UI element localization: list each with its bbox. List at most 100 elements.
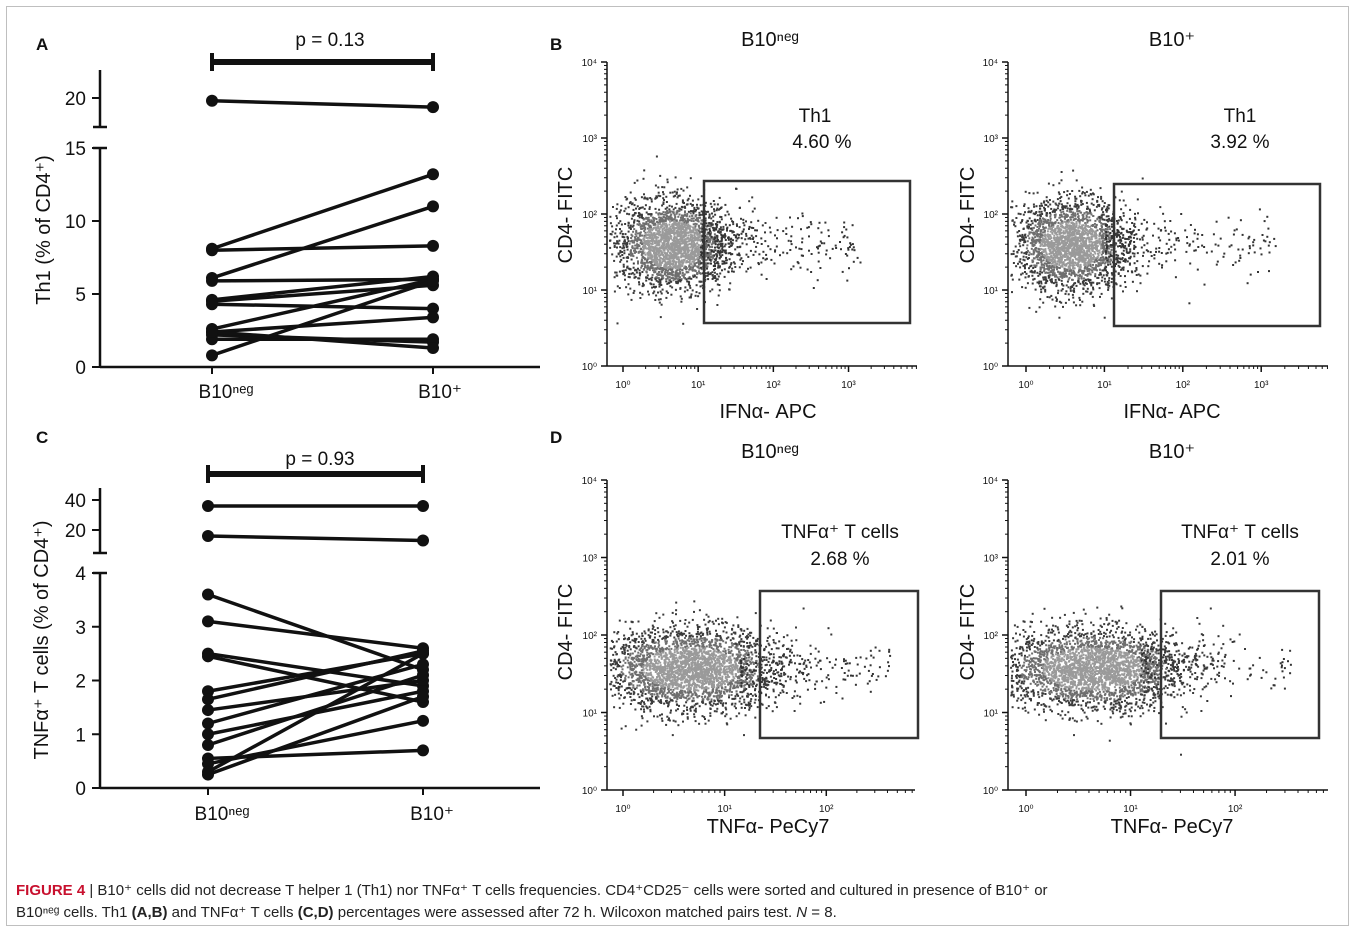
event-point [1051, 281, 1053, 284]
event-point [1041, 217, 1044, 220]
event-point [1084, 257, 1087, 260]
event-point [653, 290, 656, 293]
event-point [768, 226, 771, 229]
event-point [1053, 238, 1056, 241]
event-point [677, 256, 680, 259]
event-point [1020, 273, 1023, 276]
event-point [687, 253, 690, 256]
event-point [661, 204, 664, 207]
event-point [721, 260, 724, 263]
event-point [735, 239, 738, 242]
event-point [1085, 282, 1088, 285]
panel-a-pvalue: p = 0.13 [295, 30, 364, 51]
event-point [688, 219, 691, 222]
event-point [1098, 235, 1101, 238]
event-point [630, 217, 633, 220]
event-point [677, 264, 680, 267]
event-point [1103, 241, 1106, 244]
event-point [1097, 241, 1100, 244]
event-point [646, 260, 648, 262]
event-point [1133, 234, 1136, 236]
event-point [673, 251, 676, 254]
event-point [649, 242, 652, 245]
event-point [712, 226, 714, 229]
event-point [1091, 225, 1094, 227]
event-point [1021, 272, 1024, 275]
event-point [1139, 282, 1142, 285]
event-point [681, 254, 684, 257]
event-point [672, 258, 675, 260]
event-point [659, 316, 662, 319]
event-point [660, 220, 663, 223]
event-point [716, 255, 718, 258]
event-point [652, 269, 654, 272]
event-point [687, 246, 690, 249]
event-point [677, 223, 679, 226]
event-point [812, 287, 815, 289]
event-point [1058, 233, 1061, 236]
event-point [705, 222, 708, 225]
event-point [646, 243, 648, 246]
event-point [715, 257, 718, 260]
event-point [1047, 268, 1050, 271]
event-point [654, 207, 657, 210]
event-point [1078, 189, 1081, 192]
event-point [1078, 275, 1081, 278]
event-point [1060, 195, 1063, 198]
event-point [707, 278, 710, 281]
event-point [638, 234, 641, 237]
event-point [701, 255, 704, 258]
event-point [1072, 225, 1075, 228]
event-point [610, 233, 613, 236]
event-point [731, 253, 734, 256]
event-point [653, 258, 656, 261]
event-point [1111, 230, 1114, 232]
event-point [760, 237, 763, 240]
event-point [825, 249, 828, 252]
event-point [665, 215, 668, 217]
event-point [1034, 249, 1037, 252]
event-point [1034, 242, 1037, 245]
event-point [1056, 226, 1059, 229]
event-point [660, 212, 662, 215]
event-point [657, 194, 660, 197]
event-point [1034, 288, 1037, 291]
event-point [1105, 266, 1108, 268]
event-point [1062, 284, 1065, 287]
event-point [693, 234, 696, 237]
event-point [720, 216, 723, 218]
event-point [1044, 256, 1047, 258]
event-point [682, 246, 685, 249]
event-point [1048, 238, 1051, 240]
event-point [658, 239, 660, 242]
event-point [1103, 222, 1106, 225]
event-point [674, 275, 677, 278]
event-point [847, 247, 850, 250]
event-point [762, 257, 765, 260]
event-point [790, 268, 793, 271]
event-point [1106, 209, 1109, 212]
data-point [202, 650, 214, 663]
event-point [1059, 214, 1061, 217]
event-point [1075, 273, 1078, 276]
event-point [643, 169, 646, 172]
event-point [676, 249, 679, 252]
event-point [1030, 231, 1033, 234]
event-point [692, 230, 695, 233]
event-point [752, 253, 755, 256]
event-point [1037, 223, 1040, 225]
event-point [717, 275, 720, 278]
event-point [1110, 223, 1113, 226]
event-point [742, 221, 745, 224]
event-point [1063, 274, 1066, 276]
event-point [729, 263, 732, 266]
event-point [630, 298, 633, 301]
event-point [665, 274, 668, 277]
event-point [697, 261, 700, 264]
event-point [657, 186, 660, 189]
event-point [1070, 240, 1073, 243]
event-point [1072, 214, 1075, 217]
event-point [630, 233, 633, 236]
event-point [621, 233, 624, 235]
event-point [701, 225, 704, 228]
